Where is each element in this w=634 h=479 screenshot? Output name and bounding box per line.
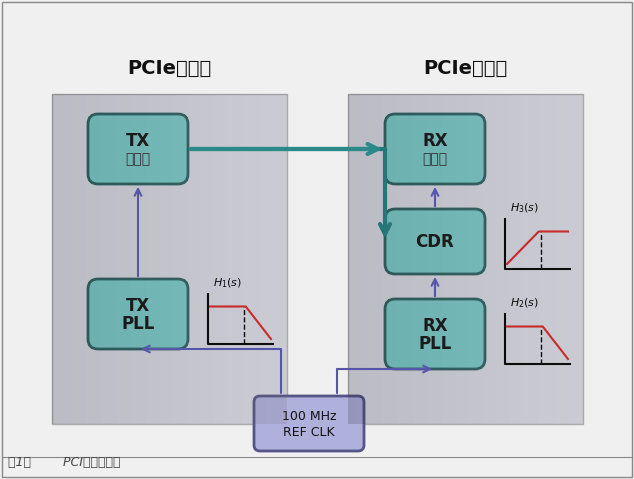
FancyBboxPatch shape <box>348 94 583 424</box>
FancyBboxPatch shape <box>88 279 188 349</box>
Text: RX: RX <box>422 132 448 150</box>
FancyBboxPatch shape <box>385 209 485 274</box>
Text: 锁存器: 锁存器 <box>126 152 150 166</box>
Text: REF CLK: REF CLK <box>283 426 335 439</box>
Text: $H_3(s)$: $H_3(s)$ <box>510 201 539 215</box>
FancyBboxPatch shape <box>52 94 287 424</box>
Text: TX: TX <box>126 297 150 315</box>
Text: PCIe接收器: PCIe接收器 <box>424 59 508 78</box>
Text: PLL: PLL <box>121 315 155 333</box>
Text: TX: TX <box>126 132 150 150</box>
Text: 图1：        PCI系统框图。: 图1： PCI系统框图。 <box>8 456 120 469</box>
Text: $H_2(s)$: $H_2(s)$ <box>510 297 539 310</box>
FancyBboxPatch shape <box>254 396 364 451</box>
FancyBboxPatch shape <box>385 299 485 369</box>
Text: PCIe发送器: PCIe发送器 <box>127 59 212 78</box>
Text: 100 MHz: 100 MHz <box>281 410 336 423</box>
Text: CDR: CDR <box>416 232 455 251</box>
FancyBboxPatch shape <box>385 114 485 184</box>
FancyBboxPatch shape <box>88 114 188 184</box>
Text: $H_1(s)$: $H_1(s)$ <box>213 276 242 290</box>
Text: PLL: PLL <box>418 335 451 353</box>
Text: RX: RX <box>422 317 448 335</box>
Text: 锁存器: 锁存器 <box>422 152 448 166</box>
